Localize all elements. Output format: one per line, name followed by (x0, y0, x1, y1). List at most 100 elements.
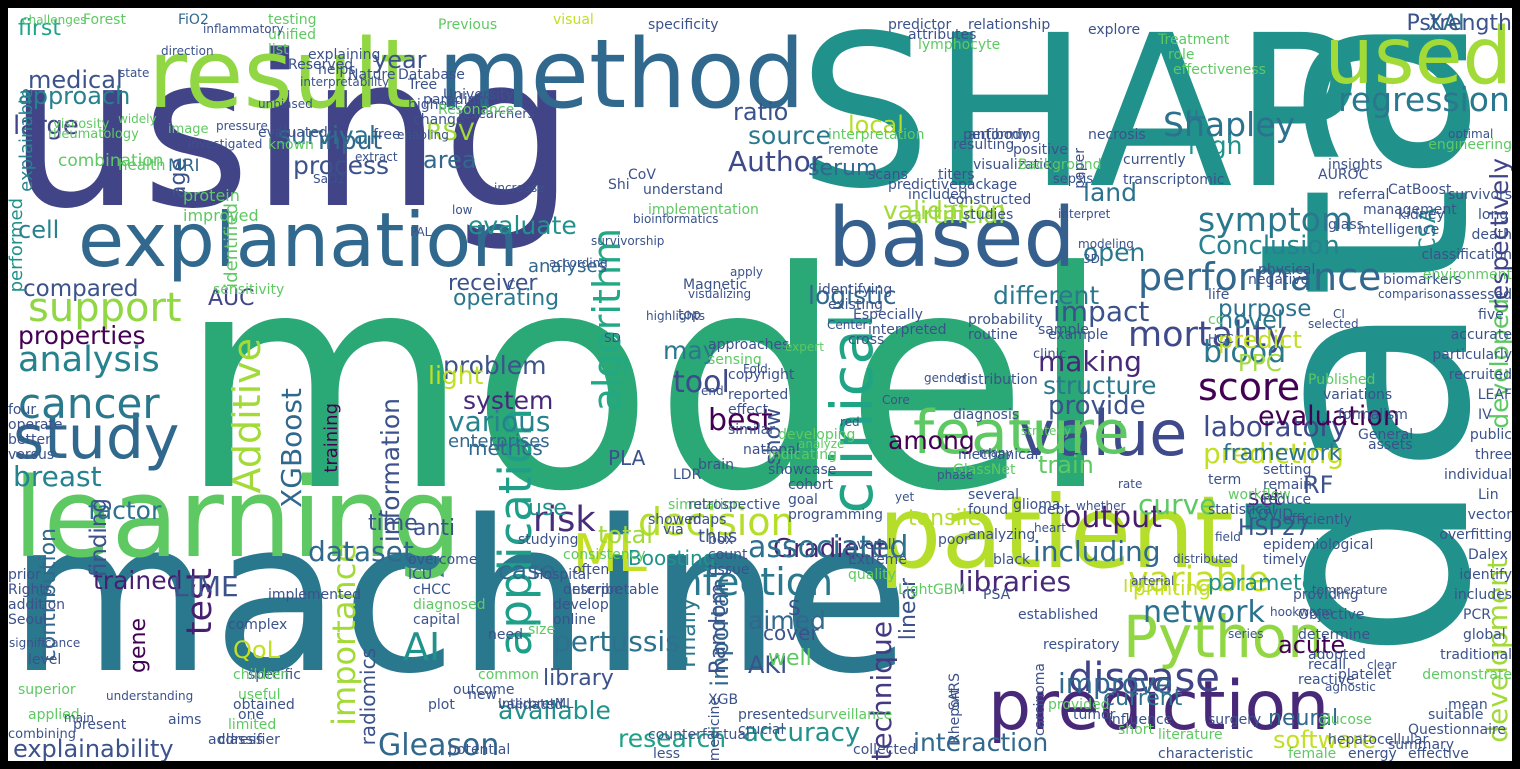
word-lightgbm: LightGBM (898, 582, 966, 598)
word-maps: maps (688, 512, 727, 528)
word-long: long (1478, 207, 1509, 223)
word-used: used (1324, 12, 1512, 102)
word-phase: phase (937, 468, 974, 482)
word-studying: studying (518, 532, 579, 548)
word-technique: technique (865, 621, 898, 761)
word-cc: cc (1208, 312, 1224, 328)
word-study: study (13, 403, 180, 473)
word-investigated: investigated (188, 137, 263, 151)
word-mechanical: mechanical (958, 447, 1039, 463)
word-medical: medical (28, 66, 123, 94)
word-free: free (373, 127, 401, 143)
word-dataset: dataset (308, 535, 414, 568)
word-reactive: reactive (1298, 672, 1355, 688)
word-five: five (1478, 307, 1504, 323)
word-lymphocyte: lymphocyte (918, 37, 1001, 53)
word-transcriptomic: transcriptomic (1123, 172, 1225, 188)
word-suitable: suitable (1428, 707, 1484, 723)
word-interaction: interaction (913, 728, 1049, 757)
word-total: total (598, 521, 653, 549)
word-various: various (448, 405, 551, 438)
word-demonstrate: demonstrate (1422, 667, 1512, 683)
word-traditional: traditional (1440, 647, 1512, 663)
word-national: national (743, 442, 800, 458)
word-brain: brain (698, 457, 734, 473)
word-helps: helps (318, 62, 356, 78)
word-resonance: Resonance (438, 102, 515, 118)
word-background: Background (1018, 157, 1102, 173)
word-operating: operating (453, 286, 560, 311)
word-source: source (748, 121, 832, 150)
word-variable: variable (1128, 560, 1270, 600)
word-approaches: approaches (708, 337, 790, 353)
word-efficiently: efficiently (1283, 512, 1352, 528)
word-specificity: specificity (648, 17, 719, 33)
word-routine: routine (968, 327, 1018, 343)
word-change: change (413, 112, 465, 128)
word-leaf: LEAF (1477, 387, 1512, 403)
word-area: area (423, 146, 477, 174)
word-conclusion: Conclusion (1198, 231, 1340, 261)
word-tumor: tumor (1073, 707, 1116, 723)
word-ratio: ratio (733, 98, 789, 126)
word-problem: problem (443, 351, 547, 380)
word-negative: negative (1248, 272, 1310, 288)
word-approach: approach (18, 82, 131, 110)
word-formalism: formalism (1338, 407, 1408, 423)
word-pstrength: Pstrength (1406, 11, 1512, 36)
word-seoul: Seoul (8, 612, 47, 628)
word-hsp27: HSP27 (1238, 516, 1310, 541)
word-strategy: strategy (1021, 424, 1072, 438)
word-known: known (268, 137, 314, 153)
word-reported: reported (728, 387, 789, 403)
word-sensitivity: sensitivity (213, 282, 285, 298)
word-process: process (293, 151, 390, 180)
word-field: field (1215, 530, 1241, 544)
word-land: land (1083, 178, 1137, 207)
word-cov: CoV (628, 167, 656, 183)
word-currently: currently (1123, 152, 1186, 168)
word-visualizing: visualizing (688, 287, 752, 301)
word-nature: Nature (348, 67, 396, 83)
word-fio2: FiO2 (178, 12, 209, 28)
word-machine: machine (8, 475, 911, 720)
word-specific: specific (248, 667, 301, 683)
word-sepsis: sepsis (1053, 172, 1094, 187)
word-blood: blood (1203, 335, 1287, 370)
word-evaluation: evaluation (1258, 401, 1401, 432)
word-c: C (507, 278, 516, 292)
word-series: series (1228, 627, 1264, 641)
word-reserved: Reserved (288, 57, 354, 73)
word-lime: LIME (173, 570, 239, 603)
word-auc: AUC (208, 286, 255, 311)
word-case: case (498, 556, 556, 585)
word-forest: Forest (83, 12, 126, 28)
word-lin: Lin (1478, 487, 1499, 503)
word-acute: acute (1278, 631, 1346, 659)
word-novel: novel (1218, 306, 1284, 334)
word-develop: develop (553, 597, 609, 613)
word-heart: heart (1034, 521, 1066, 535)
word-database: Database (398, 67, 465, 83)
word-interpretability: interpretability (300, 75, 390, 89)
word-simulation: simulation (668, 497, 741, 513)
word-available: available (498, 696, 611, 725)
word-catboost: CatBoost (1388, 182, 1452, 198)
word-health: health (118, 156, 166, 174)
word-clinic: clinic (1033, 347, 1067, 362)
word-infection: infection (668, 560, 834, 604)
word-platelet: platelet (1338, 667, 1392, 683)
word-random: Random (706, 583, 731, 675)
word-recruited: recruited (1448, 367, 1512, 383)
word-adopted: adopted (1308, 647, 1366, 663)
word-interpret: interpret (1058, 207, 1111, 221)
word-modeling: modeling (1078, 237, 1134, 251)
word-influence: influence (1108, 712, 1173, 728)
word-boosting: Boosting (628, 546, 716, 570)
word-cohort: cohort (788, 477, 833, 493)
word-optimal: optimal (1448, 127, 1494, 141)
word-understanding: understanding (106, 689, 194, 703)
word-overcome: overcome (408, 552, 478, 568)
word-image: image (168, 122, 209, 137)
word-presented: presented (738, 707, 809, 723)
